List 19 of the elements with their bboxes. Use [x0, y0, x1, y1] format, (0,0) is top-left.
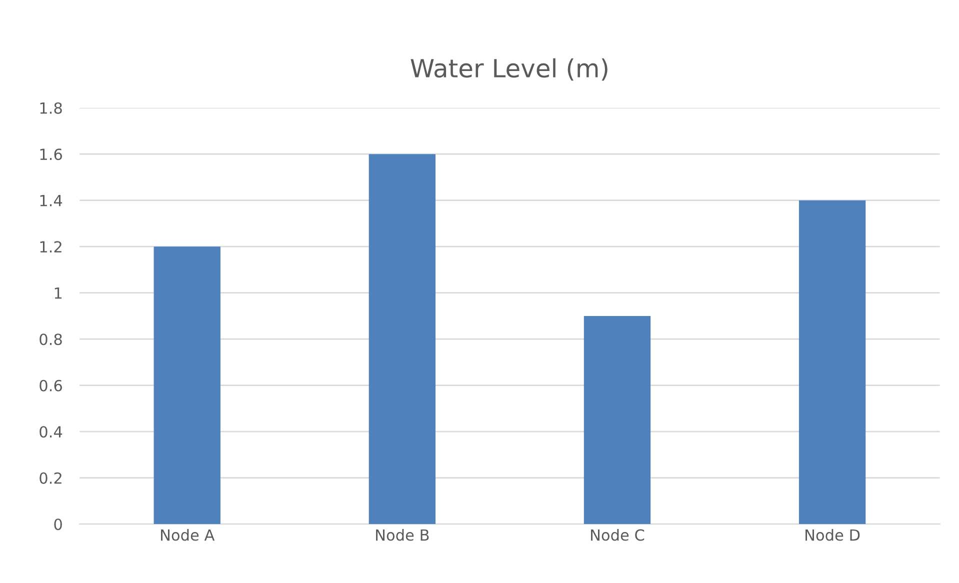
bar — [368, 154, 436, 524]
x-tick-label: Node C — [591, 528, 644, 541]
y-tick-label: 0.4 — [40, 426, 62, 438]
bar — [798, 200, 866, 524]
chart-title: Water Level (m) — [410, 58, 608, 81]
x-tick-label: Node B — [376, 528, 429, 541]
y-tick-label: 0.6 — [40, 380, 62, 392]
bar — [154, 246, 220, 524]
y-tick-label: 1.6 — [40, 148, 62, 160]
y-tick-label: 1.8 — [40, 102, 62, 114]
bar — [584, 316, 651, 524]
y-tick-label: 1 — [54, 288, 62, 299]
y-tick-label: 0.2 — [40, 472, 62, 484]
y-tick-label: 0 — [54, 518, 62, 530]
y-tick-label: 0.8 — [40, 334, 62, 346]
y-tick-label: 1.2 — [40, 241, 62, 252]
y-tick-label: 1.4 — [40, 195, 62, 206]
x-tick-label: Node A — [161, 528, 215, 541]
x-tick-label: Node D — [806, 528, 860, 541]
